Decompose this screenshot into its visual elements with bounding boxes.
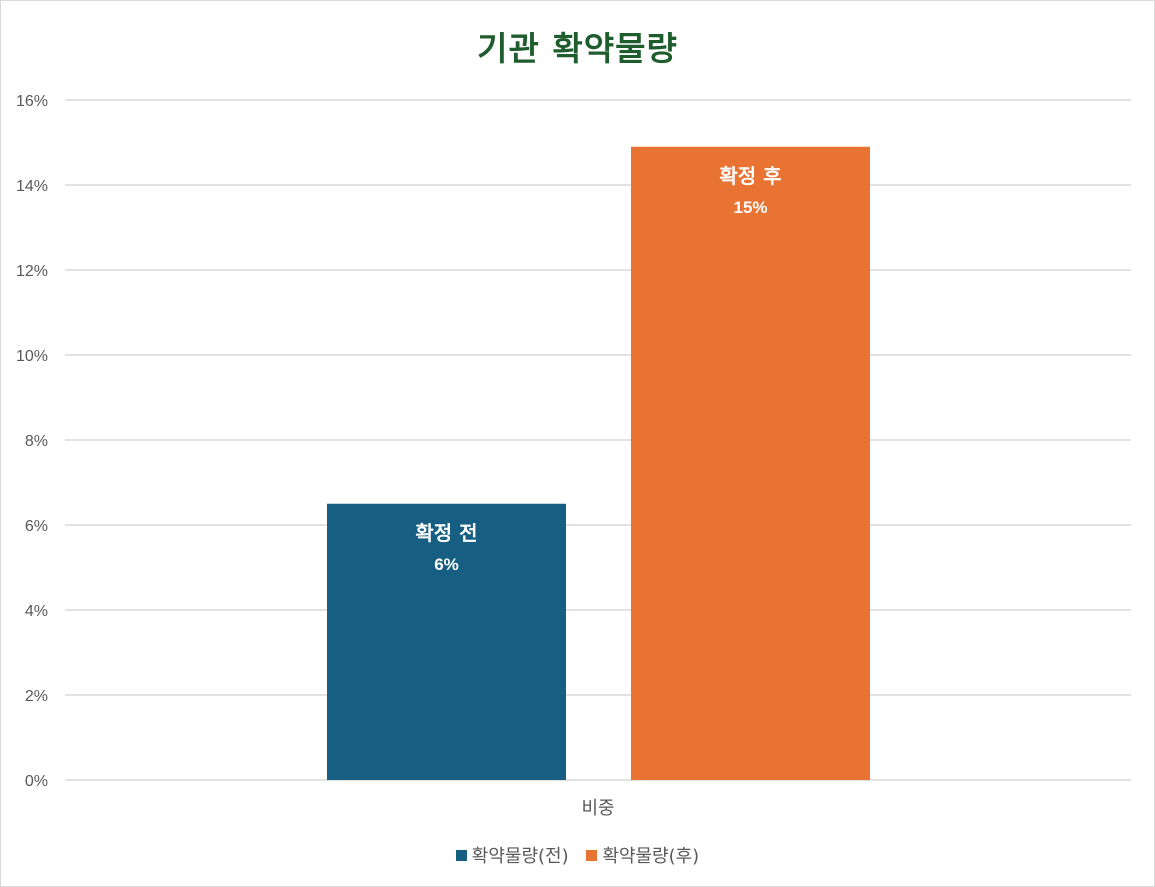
y-tick-label: 6% — [25, 518, 48, 535]
bar-after — [631, 146, 870, 780]
legend-swatch-before — [455, 849, 467, 861]
bar-label: 확정 후 — [719, 164, 781, 188]
y-axis-ticks: 0% 2% 4% 6% 8% 10% 12% 14% 16% — [16, 93, 48, 790]
bars: 확정 전 6% 확정 후 15% — [327, 146, 870, 780]
legend-swatch-after — [586, 849, 598, 861]
x-category-label: 비중 — [581, 798, 614, 819]
y-tick-label: 2% — [25, 688, 48, 705]
legend-label-before: 확약물량(전) — [471, 846, 569, 867]
y-tick-label: 16% — [16, 93, 48, 110]
y-tick-label: 12% — [16, 263, 48, 280]
gridlines — [65, 99, 1131, 781]
legend-item-before: 확약물량(전) — [455, 842, 569, 868]
y-tick-label: 8% — [25, 433, 48, 450]
y-tick-label: 14% — [16, 178, 48, 195]
legend-label-after: 확약물량(후) — [602, 846, 700, 867]
x-axis-categories: 비중 — [581, 798, 614, 819]
bar-value-label: 6% — [434, 555, 459, 574]
y-tick-label: 10% — [16, 348, 48, 365]
legend-item-after: 확약물량(후) — [586, 842, 699, 868]
bar-before — [327, 503, 566, 780]
chart-title: 기관 확약물량 — [477, 29, 678, 68]
y-tick-label: 4% — [25, 603, 48, 620]
legend: 확약물량(전) 확약물량(후) — [0, 842, 1155, 868]
bar-label: 확정 전 — [415, 521, 477, 545]
y-tick-label: 0% — [25, 773, 48, 790]
bar-value-label: 15% — [733, 198, 767, 217]
